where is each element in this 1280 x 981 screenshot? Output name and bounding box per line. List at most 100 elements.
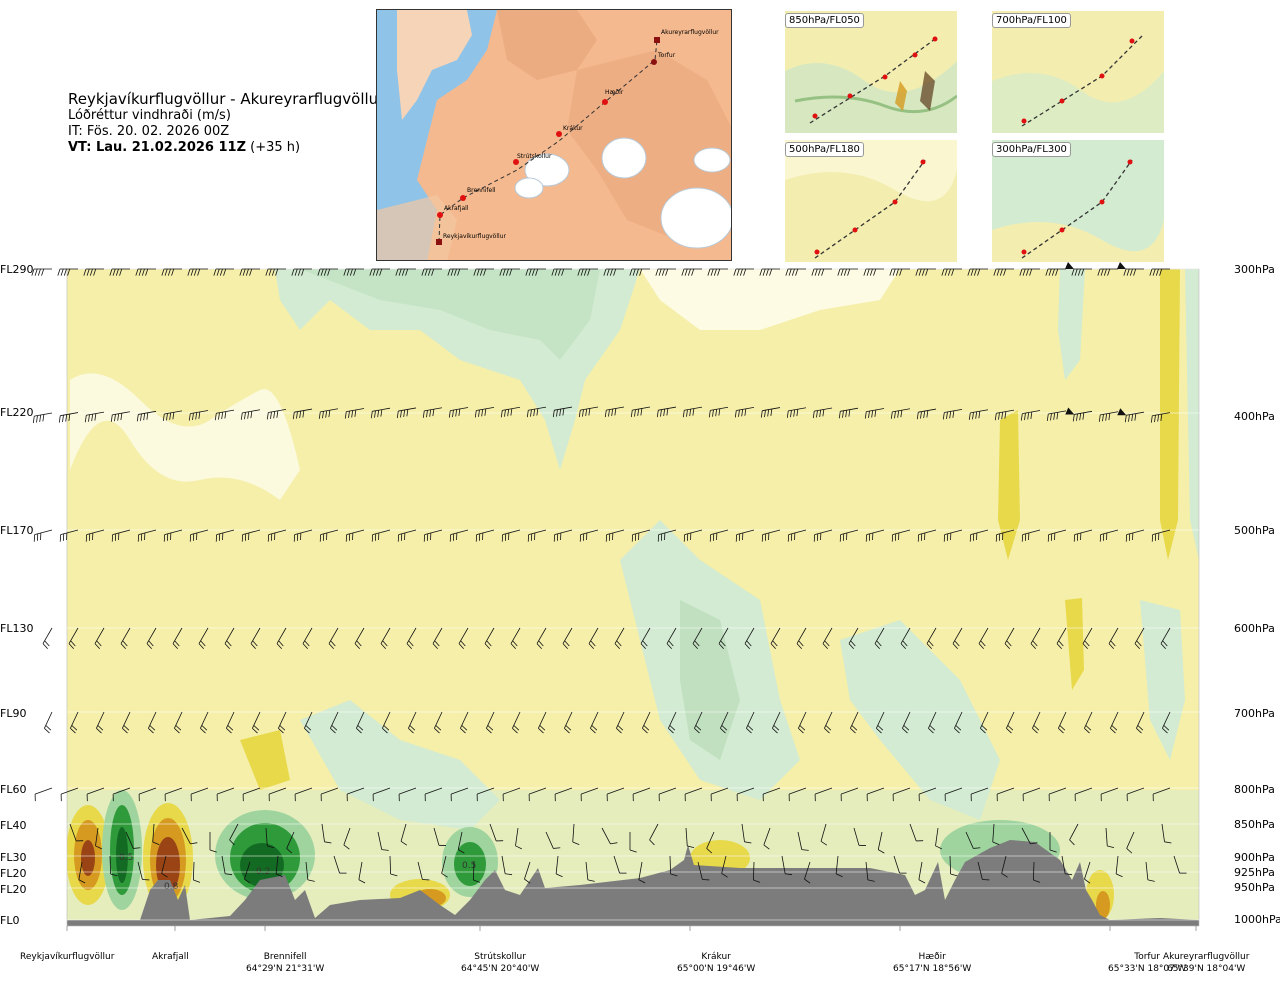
updraft-region-mid-right xyxy=(840,620,1000,820)
cross-section-chart: 0.5 0.8 0.2 0.5 xyxy=(31,262,1200,931)
wind-barb xyxy=(926,627,937,650)
wind-barb xyxy=(1032,861,1041,883)
wind-barb xyxy=(434,711,443,734)
wind-barb xyxy=(718,627,729,650)
wind-barb xyxy=(241,529,261,542)
wind-barb xyxy=(164,787,183,802)
wind-barb xyxy=(244,861,251,884)
wind-barb xyxy=(474,406,495,418)
downdraft-band-right-2 xyxy=(998,410,1020,560)
wind-barb xyxy=(1049,832,1057,853)
wind-barb xyxy=(632,787,651,802)
wind-barb xyxy=(839,529,859,542)
wind-barb xyxy=(457,831,465,854)
wind-barb xyxy=(472,861,481,883)
wind-barb xyxy=(835,855,843,878)
wind-barb xyxy=(441,855,448,878)
wind-barb xyxy=(697,861,710,881)
wind-barb xyxy=(970,787,989,802)
wind-barb xyxy=(85,529,105,542)
contour-label-2: 0.8 xyxy=(164,882,179,892)
wind-barb xyxy=(174,711,183,734)
wind-barb xyxy=(572,823,580,845)
wind-barb xyxy=(528,787,547,802)
wind-barb xyxy=(579,529,599,542)
wind-barb xyxy=(1058,711,1067,734)
location-akureyri: Akureyrarflugvöllur 65°39'N 18°04'W xyxy=(1163,951,1249,975)
wind-barb xyxy=(94,627,105,650)
updraft-band-right-1 xyxy=(1058,269,1085,380)
wind-barb xyxy=(1082,627,1093,650)
akureyri-marker xyxy=(654,37,660,43)
wind-barb xyxy=(606,787,625,802)
downdraft-cell-1-core xyxy=(81,840,95,876)
wind-barb xyxy=(187,268,208,276)
wind-barb xyxy=(892,787,911,802)
wind-barb xyxy=(291,268,312,276)
wind-barb xyxy=(772,711,781,734)
location-strutskollur: Strútskollur 64°45'N 20°40'W xyxy=(461,951,539,975)
wind-barb xyxy=(525,268,546,276)
wind-barb xyxy=(1149,268,1170,276)
wind-barb xyxy=(744,627,755,650)
location-akrafjall: Akrafjall xyxy=(152,951,189,963)
location-name: Krákur xyxy=(701,952,731,962)
wind-barb xyxy=(536,627,547,650)
wind-barb xyxy=(993,268,1014,276)
wind-barb xyxy=(889,268,910,276)
wind-barb xyxy=(1162,711,1171,734)
wind-barb xyxy=(1117,262,1144,276)
location-coord: 64°45'N 20°40'W xyxy=(461,964,540,974)
hpa-label-700: 700hPa xyxy=(1234,707,1275,720)
wind-barb xyxy=(382,711,391,734)
wind-barb xyxy=(942,409,963,420)
fl-label-950: FL20 xyxy=(0,883,27,896)
updraft-cell-2-core xyxy=(240,843,284,887)
wind-barb xyxy=(1145,861,1155,882)
wind-barb xyxy=(510,627,521,650)
wind-barb xyxy=(433,827,446,846)
fl-label-700: FL90 xyxy=(0,707,27,720)
wind-barb xyxy=(286,831,295,854)
hpa-label-300: 300hPa xyxy=(1234,263,1275,276)
wind-barb xyxy=(694,711,703,734)
wind-barb xyxy=(1151,529,1171,542)
wind-barb xyxy=(788,787,807,802)
wind-barb xyxy=(741,823,752,844)
wind-barb xyxy=(198,627,209,650)
wind-barb xyxy=(512,711,521,734)
wind-barb xyxy=(706,831,715,854)
mini-map-500-label: 500hPa/FL180 xyxy=(785,142,864,157)
wind-barb xyxy=(209,832,217,853)
wind-barb xyxy=(146,627,157,650)
wind-barb xyxy=(944,787,963,802)
location-torfur: Torfur 65°33'N 18°07'W xyxy=(1108,951,1186,975)
wind-barb xyxy=(421,268,442,276)
wind-barb xyxy=(343,268,364,276)
downdraft-band-right-1 xyxy=(1160,269,1180,560)
wind-barb xyxy=(874,627,885,650)
location-name: Akrafjall xyxy=(152,952,189,962)
wind-barb xyxy=(796,627,807,650)
wind-barb xyxy=(83,268,104,276)
wind-barb xyxy=(221,855,233,876)
wind-barb xyxy=(152,823,160,845)
wind-barb xyxy=(1098,411,1119,422)
wind-barb xyxy=(992,823,1000,845)
wind-barb xyxy=(242,787,261,802)
mini-map-500: 500hPa/FL180 xyxy=(785,140,957,262)
map-label-krakur: Krákur xyxy=(563,125,583,132)
wind-barb xyxy=(370,407,391,419)
wind-barb xyxy=(746,711,755,734)
fl-label-850: FL40 xyxy=(0,819,27,832)
wind-barb xyxy=(109,855,118,877)
wind-barb xyxy=(317,268,338,276)
downdraft-cell-2-core xyxy=(156,837,180,893)
wind-barb xyxy=(902,711,911,734)
wind-barb xyxy=(423,529,443,542)
mini-map-300-svg xyxy=(992,140,1164,262)
wind-barb xyxy=(770,627,781,650)
wind-barb xyxy=(994,409,1015,421)
wind-barb xyxy=(798,711,807,734)
terrain-profile xyxy=(67,840,1199,926)
